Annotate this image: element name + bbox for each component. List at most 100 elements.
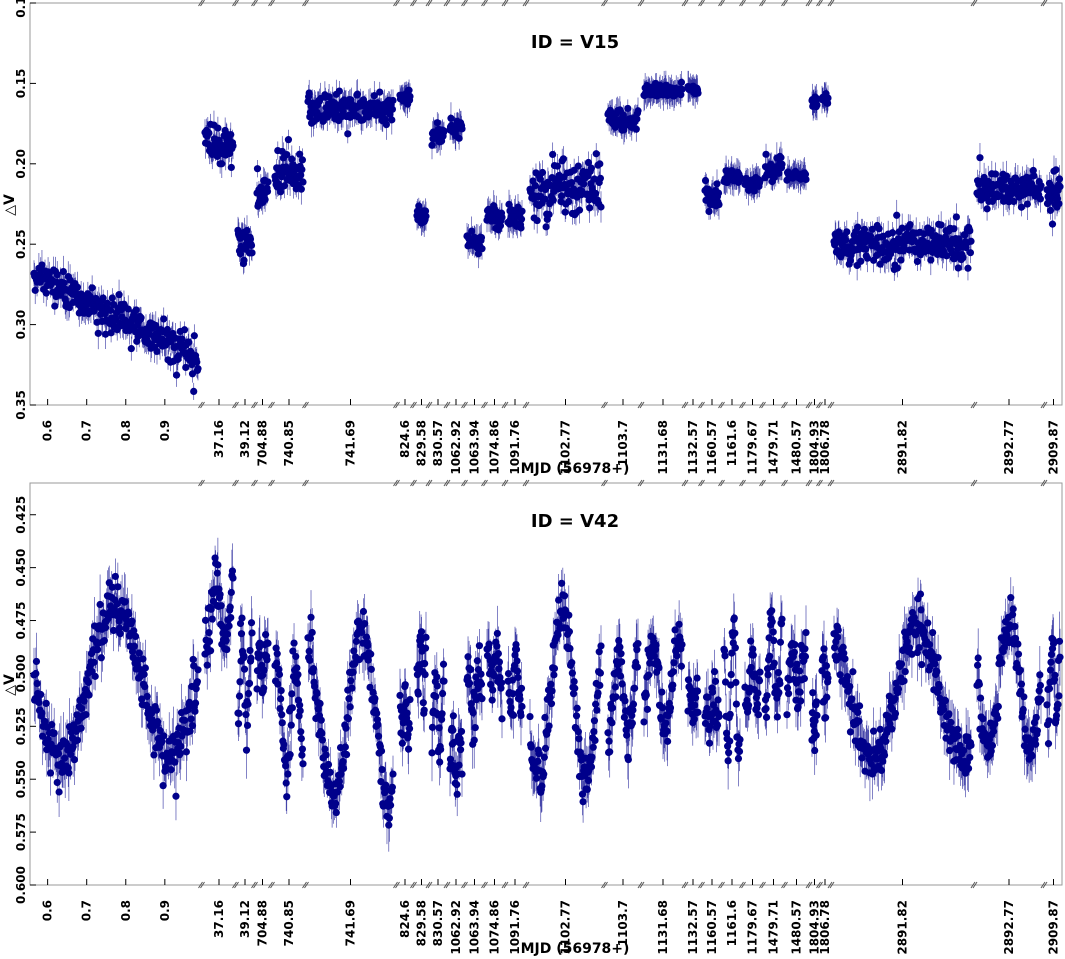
data-point — [73, 283, 82, 291]
y-tick-label: 0.30 — [14, 310, 28, 340]
axis-break-mark — [425, 401, 431, 409]
data-point — [297, 185, 305, 193]
x-tick-label: 1102.77 — [559, 900, 573, 955]
data-point — [227, 613, 235, 622]
axis-break-mark — [783, 401, 788, 409]
axis-break-mark — [522, 0, 528, 7]
data-point — [436, 758, 444, 766]
data-point — [559, 155, 568, 163]
axis-break-mark — [759, 0, 764, 7]
axis-break-mark — [234, 401, 239, 409]
data-point — [238, 614, 246, 622]
axis-break-mark — [481, 401, 486, 409]
data-point — [433, 673, 441, 681]
data-point — [561, 208, 569, 216]
axis-break-mark — [268, 401, 273, 409]
data-point — [263, 656, 271, 664]
y-tick-label: 0.500 — [14, 654, 28, 692]
y-tick-label: 0.10 — [14, 0, 28, 18]
data-point — [94, 329, 102, 337]
data-point — [376, 88, 384, 96]
data-point — [214, 124, 222, 132]
data-point — [180, 326, 189, 334]
data-point — [549, 196, 557, 204]
axis-break-mark — [1040, 401, 1046, 409]
data-point — [299, 178, 307, 186]
data-point — [497, 679, 506, 687]
data-point — [420, 706, 428, 714]
axis-break-mark — [783, 0, 788, 7]
x-tick-label: 1062.92 — [449, 900, 463, 955]
data-point — [367, 665, 375, 673]
data-point — [277, 686, 285, 695]
axis-break-mark — [270, 401, 275, 409]
data-point — [94, 645, 102, 654]
data-point — [191, 699, 200, 707]
axis-break-mark — [445, 0, 451, 7]
data-point — [287, 721, 295, 729]
data-point — [208, 615, 216, 623]
x-tick-label: 1479.71 — [767, 420, 781, 475]
data-point — [428, 749, 436, 757]
data-series-v42 — [30, 537, 1064, 852]
data-point — [226, 603, 234, 611]
data-point — [194, 666, 202, 674]
axis-break-mark — [410, 401, 415, 409]
axis-break-mark — [639, 401, 645, 409]
x-tick-label: 1091.76 — [508, 900, 522, 955]
data-point — [374, 732, 383, 740]
data-point — [150, 751, 158, 759]
data-point — [278, 711, 286, 719]
axis-break-mark — [601, 401, 606, 409]
axis-break-mark — [805, 401, 811, 409]
x-tick-label: 740.85 — [282, 900, 296, 946]
data-point — [632, 125, 640, 133]
data-point — [558, 192, 566, 200]
axis-break-mark — [395, 401, 400, 409]
axis-break-mark — [200, 401, 205, 409]
axis-break-mark — [829, 401, 835, 409]
data-point — [248, 249, 256, 257]
axis-break-mark — [253, 401, 258, 409]
axis-break-mark — [501, 401, 507, 409]
data-point — [97, 654, 105, 662]
data-point — [339, 764, 348, 773]
data-point — [457, 739, 465, 747]
data-point — [246, 235, 255, 243]
data-point — [457, 727, 466, 736]
data-point — [53, 778, 61, 787]
data-point — [38, 261, 46, 269]
data-point — [1055, 200, 1063, 208]
data-point — [857, 257, 865, 265]
axis-break-mark — [443, 0, 449, 7]
data-point — [389, 770, 397, 778]
data-point — [514, 673, 522, 682]
data-point — [248, 629, 256, 637]
data-point — [324, 760, 333, 769]
data-point — [127, 345, 135, 353]
data-point — [101, 330, 110, 338]
data-point — [51, 302, 59, 310]
data-point — [494, 649, 502, 658]
data-point — [440, 127, 448, 135]
data-point — [33, 679, 41, 688]
data-point — [131, 632, 140, 641]
axis-break-mark — [481, 0, 486, 7]
axis-break-mark — [198, 0, 203, 7]
x-tick-label: 1161.6 — [725, 900, 739, 946]
axis-break-mark — [816, 401, 821, 409]
data-point — [73, 736, 82, 744]
data-point — [288, 155, 296, 163]
x-tick-label: 1160.57 — [705, 900, 719, 955]
data-point — [439, 660, 448, 668]
data-point — [137, 314, 145, 322]
data-point — [108, 294, 116, 302]
axis-break-mark — [681, 0, 687, 7]
x-axis-label-v42: MJD (56978+) — [521, 941, 630, 957]
data-point — [388, 105, 396, 113]
data-point — [592, 150, 600, 158]
axis-break-mark — [251, 0, 256, 7]
axis-break-mark — [827, 0, 833, 7]
data-point — [367, 650, 375, 658]
x-tick-label: 2909.87 — [1047, 420, 1061, 475]
